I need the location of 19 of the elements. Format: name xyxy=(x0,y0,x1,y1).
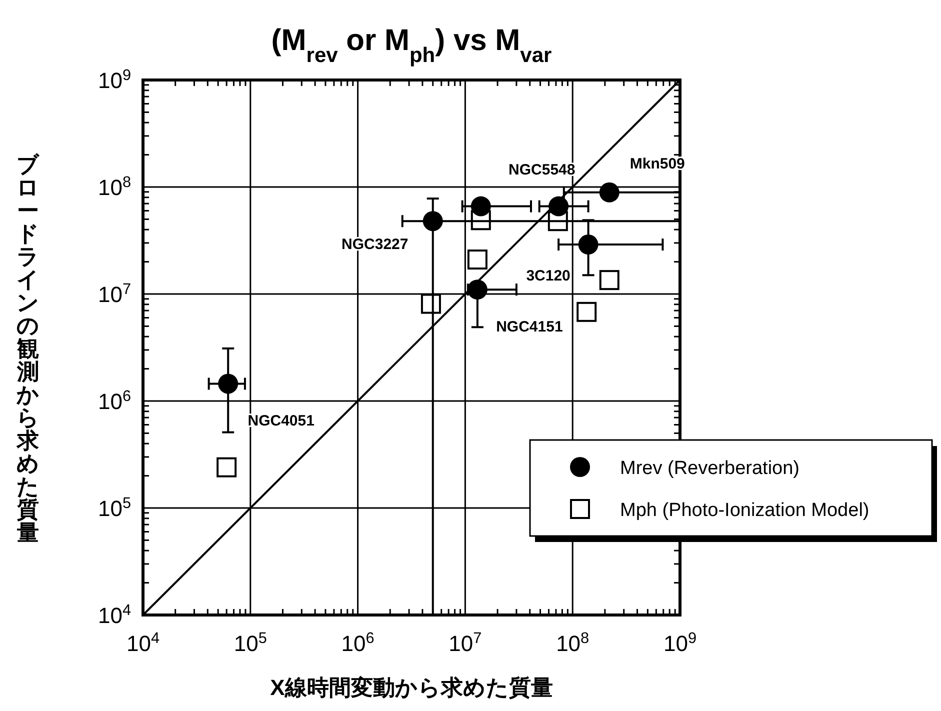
annotation: 3C120 xyxy=(526,267,570,284)
x-tick-label: 10$^{7}$ xyxy=(448,630,482,656)
legend-label: Mph (Photo-Ionization Model) xyxy=(620,500,870,521)
y-tick-label: 10$^{8}$ xyxy=(98,174,131,200)
x-tick-label: 10$^{6}$ xyxy=(341,630,374,656)
text: ブロードラインの観測から求めた質量 xyxy=(16,152,40,545)
x-tick-label: 10$^{9}$ xyxy=(663,630,697,656)
y-tick-label: 10$^{5}$ xyxy=(98,494,131,521)
x-tick-label: 10$^{4}$ xyxy=(126,630,160,656)
legend-label: Mrev (Reverberation) xyxy=(620,458,800,479)
x-axis-title: X線時間変動から求めた質量 xyxy=(270,675,553,700)
y-tick-label: 10$^{4}$ xyxy=(98,602,132,628)
x-tick-label: 10$^{5}$ xyxy=(234,630,267,656)
annotation: NGC4151 xyxy=(496,318,563,336)
chart-title: (M$_{rev}$ or M$_{ph}$) vs M$_{var}$ xyxy=(271,24,552,66)
y-tick-label: 10$^{6}$ xyxy=(98,388,131,414)
x-tick-label: 10$^{8}$ xyxy=(556,630,590,656)
y-tick-label: 10$^{9}$ xyxy=(98,66,131,93)
y-tick-label: 10$^{7}$ xyxy=(98,280,131,307)
